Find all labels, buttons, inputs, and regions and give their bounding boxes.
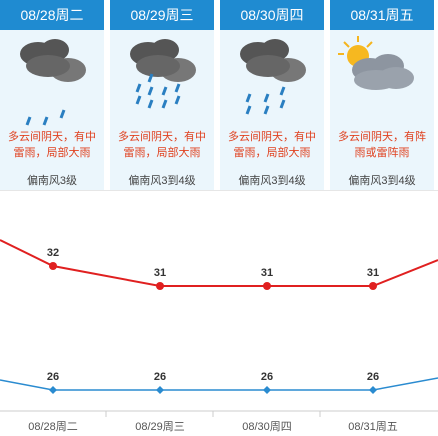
forecast-card[interactable]: 08/29周三 多云间阴天，有中 雷雨，局部大雨 偏南风3到4级 [110,0,214,190]
low-temp-point [49,386,57,394]
x-tick-label: 08/28周二 [28,420,78,433]
high-temp-point [49,262,57,270]
forecast-card[interactable]: 08/31周五 多云间阴天，有阵 雨或雷阵雨 偏南风3到4级 [330,0,434,190]
weather-description-line2: 雷雨，局部大雨 [13,147,91,159]
day-header: 08/28周二 [0,0,104,30]
high-temp-point [263,282,271,290]
high-temp-point [369,282,377,290]
cloud-light-rain-icon [0,32,104,126]
low-temp-point [156,386,164,394]
temperature-chart: 32 31 31 31 26 26 26 26 08/28周二 08/29周三 08/30周四 08/… [0,200,438,436]
low-temp-line [0,377,438,391]
day-header: 08/30周四 [220,0,324,30]
wind-text: 偏南风3级 [26,175,78,187]
high-temp-label: 32 [47,247,59,259]
x-tick-label: 08/29周三 [135,420,185,433]
low-temp-label: 26 [47,371,59,383]
low-temp-label: 26 [154,371,166,383]
x-tick-label: 08/30周四 [242,420,292,433]
forecast-card[interactable]: 08/28周二 多云间阴天，有中 雷雨，局部大雨 偏南风3级 [0,0,104,190]
day-header: 08/31周五 [330,0,434,30]
high-temp-line [0,239,438,287]
low-temp-point [263,386,271,394]
divider [0,190,438,191]
high-temp-point [156,282,164,290]
forecast-card[interactable]: 08/30周四 多云间阴天，有中 雷雨，局部大雨 偏南风3到4级 [220,0,324,190]
day-header: 08/29周三 [110,0,214,30]
weather-description-line1: 多云间阴天，有阵 [338,131,426,143]
high-temp-label: 31 [367,267,379,279]
weather-description-line1: 多云间阴天，有中 [228,131,316,143]
weather-description-line2: 雨或雷阵雨 [354,147,410,159]
wind-text: 偏南风3到4级 [348,175,416,187]
low-temp-label: 26 [261,371,273,383]
cloud-heavy-rain-icon [110,32,214,126]
wind-text: 偏南风3到4级 [238,175,306,187]
x-tick-label: 08/31周五 [348,420,398,433]
high-temp-label: 31 [261,267,273,279]
wind-text: 偏南风3到4级 [128,175,196,187]
weather-description-line2: 雷雨，局部大雨 [123,147,201,159]
weather-description-line2: 雷雨，局部大雨 [233,147,311,159]
low-temp-label: 26 [367,371,379,383]
sun-cloud-icon [330,32,434,126]
forecast-cards: 08/28周二 多云间阴天，有中 雷雨，局部大雨 偏南风3级 08/29周三 [0,0,438,190]
temperature-chart-svg: 32 31 31 31 26 26 26 26 08/28周二 08/29周三 08/30周四 08/… [0,239,438,433]
weather-description-line1: 多云间阴天，有中 [118,131,206,143]
low-temp-point [369,386,377,394]
weather-description-line1: 多云间阴天，有中 [8,131,96,143]
high-temp-label: 31 [154,267,166,279]
cloud-rain-icon [220,32,324,126]
